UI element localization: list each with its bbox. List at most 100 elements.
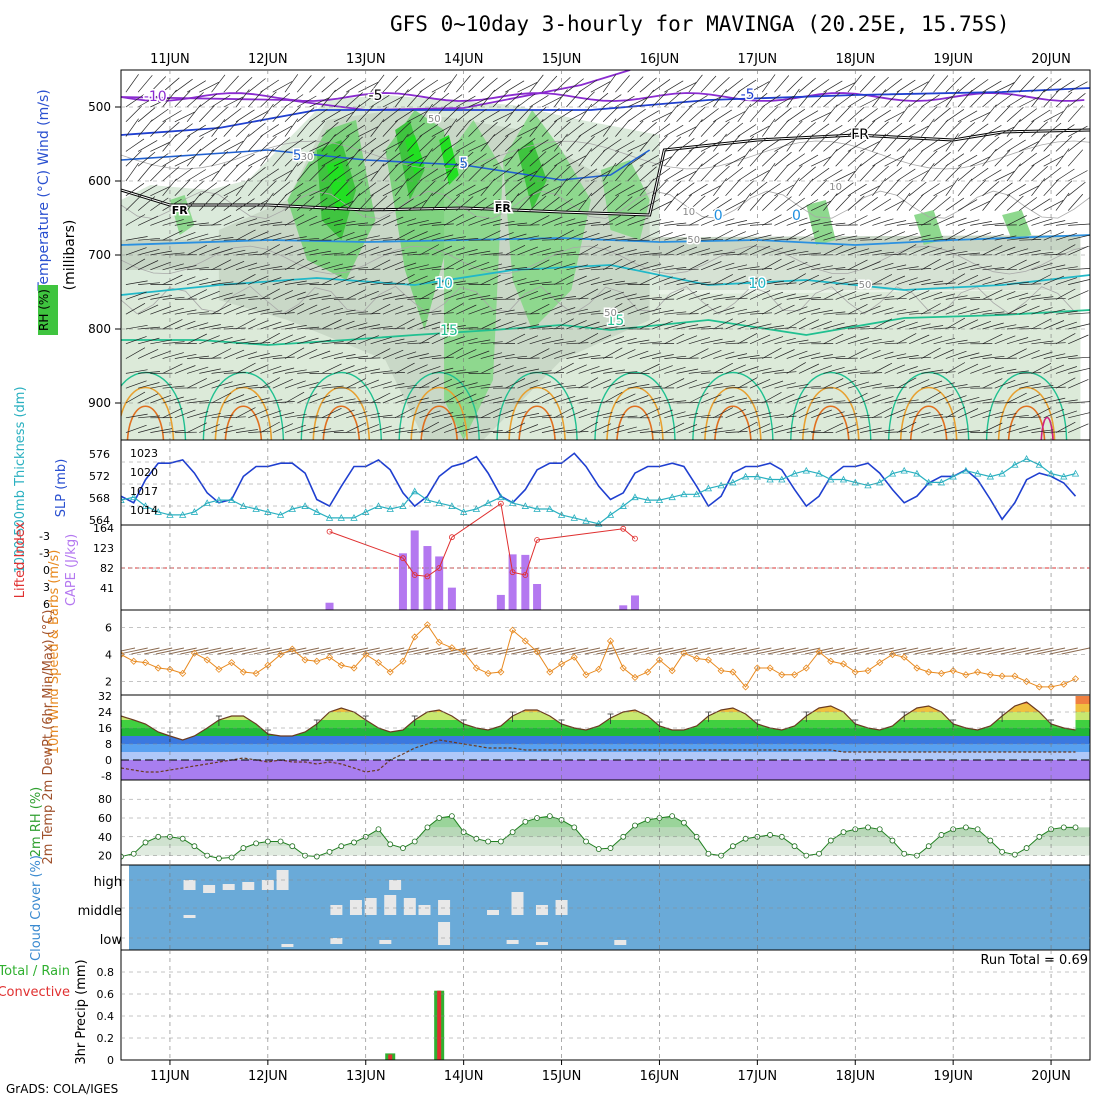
wind-barb xyxy=(811,265,833,271)
wind-barb xyxy=(522,647,552,655)
wind-barb xyxy=(272,334,293,345)
legend-total: Total / Rain xyxy=(0,964,70,979)
wind-barb xyxy=(137,184,158,197)
wind-barb xyxy=(407,386,430,389)
wind-barb xyxy=(272,181,291,197)
wind-barb xyxy=(725,179,741,197)
wind-barb xyxy=(639,219,662,226)
wind-barb xyxy=(211,392,232,404)
wind-barb xyxy=(456,326,479,330)
wind-barb xyxy=(272,234,295,241)
wind-barb xyxy=(914,647,943,655)
wind-barb xyxy=(480,77,498,93)
wind-speed-marker xyxy=(680,649,688,657)
wind-barb xyxy=(786,339,809,345)
wind-barb xyxy=(921,425,943,433)
wind-barb xyxy=(798,134,814,152)
rh-floor xyxy=(121,857,1090,865)
wind-barb xyxy=(1031,89,1046,108)
wind-barb xyxy=(211,151,229,167)
wind-barb xyxy=(590,125,611,137)
wind-barb xyxy=(321,166,339,182)
wind-barb xyxy=(517,246,539,256)
wind-barb xyxy=(676,149,692,167)
wind-barb xyxy=(468,295,491,300)
wind-barb xyxy=(1055,399,1078,404)
wind-barb xyxy=(395,384,417,389)
wind-barb xyxy=(248,386,271,389)
rh-marker xyxy=(669,813,676,820)
wind-speed-marker xyxy=(582,671,590,679)
wind-barb xyxy=(505,233,527,241)
y-tick-label: 568 xyxy=(89,492,110,505)
wind-barb xyxy=(529,281,552,285)
wind-barb xyxy=(382,238,405,241)
rh-marker xyxy=(876,826,883,833)
wind-barb xyxy=(786,217,808,226)
wind-barb xyxy=(456,196,474,211)
rh-marker xyxy=(1072,824,1079,831)
wind-barb xyxy=(333,200,354,211)
wind-barb xyxy=(847,281,870,285)
wind-barb xyxy=(260,135,277,152)
wind-barb xyxy=(211,325,234,330)
wind-barb xyxy=(492,276,514,285)
wind-speed-marker xyxy=(570,653,578,661)
wind-barb xyxy=(700,294,723,300)
wind-barb xyxy=(933,337,955,345)
cloud-bar xyxy=(418,905,431,915)
wind-barb xyxy=(199,279,221,285)
wind-barb xyxy=(762,380,784,389)
wind-barb xyxy=(762,94,781,108)
wind-barb xyxy=(272,356,295,359)
thickness-marker xyxy=(325,514,334,521)
wind-barb xyxy=(358,81,379,93)
wind-barb xyxy=(309,261,331,271)
wind-barb xyxy=(235,384,258,389)
wind-barb xyxy=(297,184,317,197)
temp-contour-25 xyxy=(126,405,165,440)
wind-barb xyxy=(700,96,721,108)
wind-barb xyxy=(505,267,528,271)
wind-barb xyxy=(382,294,405,300)
wind-barb xyxy=(896,124,916,137)
wind-barb xyxy=(749,223,773,226)
wind-barb xyxy=(835,368,858,374)
wind-barb xyxy=(749,334,771,345)
cloud-bar xyxy=(379,940,392,944)
cloud-bar xyxy=(330,938,343,944)
wind-barb xyxy=(370,237,393,241)
wind-barb xyxy=(284,214,305,226)
wind-barb xyxy=(957,363,979,374)
wind-barb xyxy=(370,348,391,359)
wind-barb xyxy=(1019,261,1040,271)
wind-barb xyxy=(376,647,405,655)
wind-barb xyxy=(737,136,755,152)
wind-barb xyxy=(321,352,343,359)
wind-barb xyxy=(982,367,1004,374)
thickness-marker xyxy=(949,472,957,480)
wind-barb xyxy=(456,107,474,123)
wind-barb xyxy=(468,383,491,389)
wind-barb xyxy=(382,152,401,167)
wind-barb xyxy=(358,224,381,226)
wind-barb xyxy=(333,231,355,241)
wind-barb xyxy=(823,222,846,226)
wind-barb xyxy=(810,167,830,182)
wind-barb xyxy=(529,303,550,315)
wind-barb xyxy=(811,320,832,330)
rh-marker xyxy=(987,837,994,844)
wind-speed-marker xyxy=(533,648,541,656)
wind-barb xyxy=(407,179,423,197)
wind-barb xyxy=(242,647,271,655)
wind-barb xyxy=(578,221,601,226)
wind-barb xyxy=(541,338,564,345)
wind-barb xyxy=(676,368,699,374)
wind-barb xyxy=(627,141,648,152)
wind-barb xyxy=(1055,91,1073,108)
wind-barb xyxy=(480,230,501,241)
wind-speed-marker xyxy=(386,668,394,676)
li-marker xyxy=(326,528,333,535)
wind-barb xyxy=(627,339,650,345)
wind-barb xyxy=(211,183,231,197)
